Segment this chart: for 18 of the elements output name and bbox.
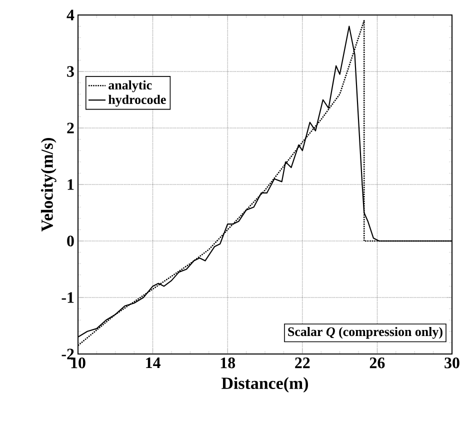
y-tick-label: 2 (67, 122, 74, 134)
x-tick-label: 22 (295, 358, 310, 368)
x-tick-label: 14 (146, 358, 160, 368)
legend-label: hydrocode (108, 94, 166, 107)
legend-label: analytic (108, 80, 152, 92)
y-tick-label: -2 (62, 348, 74, 360)
y-tick-label: 3 (67, 66, 74, 77)
y-tick-label: 4 (66, 10, 74, 20)
x-tick-label: 10 (71, 358, 86, 368)
annotation: Scalar Q (compression only) (288, 326, 442, 339)
x-tick-label: 18 (220, 358, 236, 368)
y-tick-label: 1 (68, 179, 74, 190)
y-axis-title: Velocity(m/s) (40, 138, 56, 232)
y-tick-label: -1 (62, 292, 74, 303)
x-tick-label: 26 (370, 358, 385, 368)
x-axis-title: Distance(m) (222, 377, 308, 392)
y-tick-label: 0 (67, 236, 74, 246)
x-tick-label: 30 (444, 358, 460, 368)
